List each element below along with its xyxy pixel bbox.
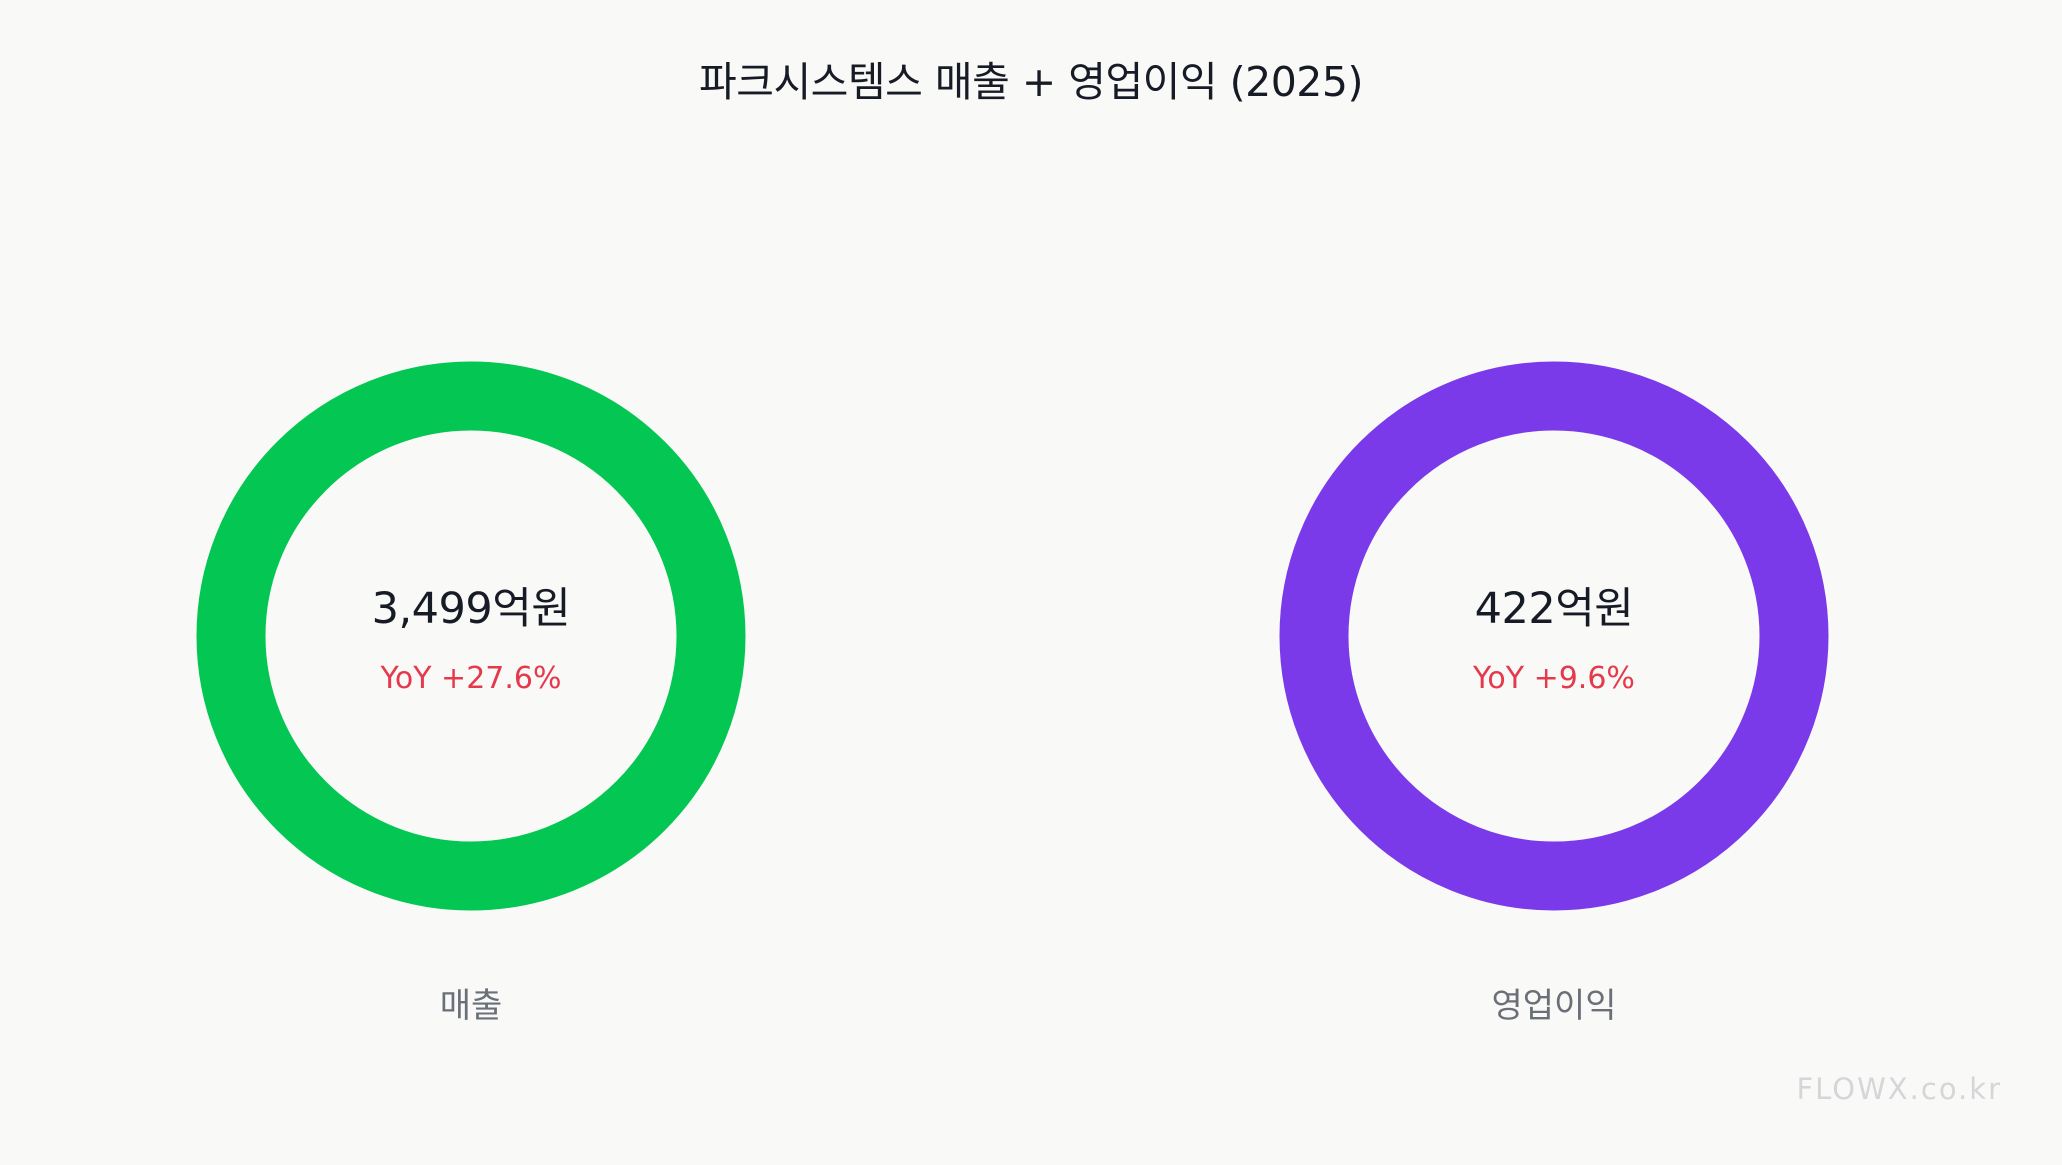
operating-profit-value: 422억원 (1474, 584, 1634, 634)
watermark-logo: FLOWX.co.kr (1796, 1072, 2002, 1106)
revenue-donut-svg (196, 361, 746, 911)
revenue-value: 3,499억원 (371, 584, 571, 634)
revenue-ring (196, 361, 746, 911)
revenue-label: 매출 (439, 986, 503, 1026)
chart-title: 파크시스템스 매출 + 영업이익 (2025) (699, 58, 1363, 106)
operating-profit-label: 영업이익 (1491, 986, 1617, 1026)
revenue-yoy: YoY +27.6% (380, 661, 562, 696)
operating-profit-ring (1279, 361, 1829, 911)
operating-profit-donut: 422억원 YoY +9.6% (1274, 356, 1834, 916)
operating-profit-donut-svg (1279, 361, 1829, 911)
revenue-donut: 3,499억원 YoY +27.6% (191, 356, 751, 916)
operating-profit-yoy: YoY +9.6% (1473, 661, 1635, 696)
